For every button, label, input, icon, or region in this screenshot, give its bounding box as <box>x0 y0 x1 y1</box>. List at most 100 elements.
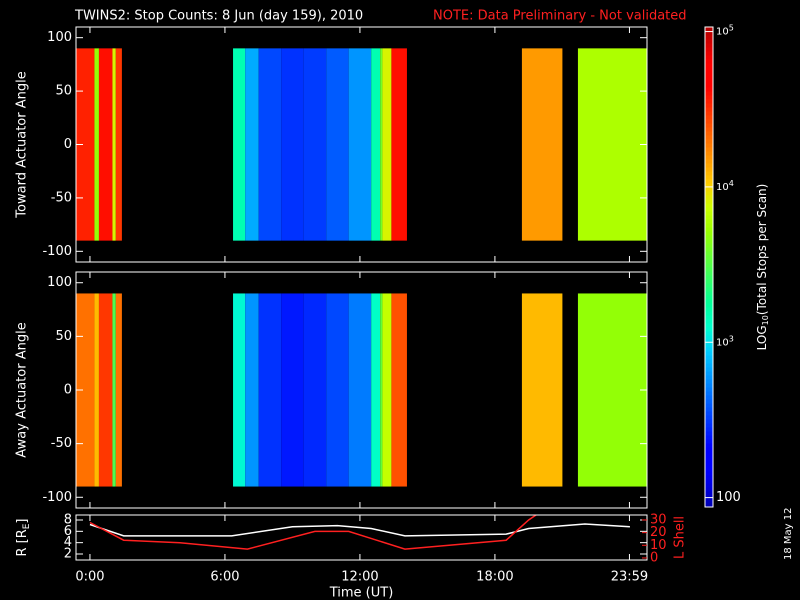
colorbar-swatch <box>705 287 713 292</box>
colorbar-swatch <box>705 359 713 364</box>
colorbar-swatch <box>705 235 713 240</box>
y-axis-label: Toward Actuator Angle <box>15 71 30 218</box>
heatmap-cell <box>76 48 95 241</box>
heatmap-cell <box>258 48 282 241</box>
heatmap-cell <box>98 48 113 241</box>
y-tick-label: 100 <box>47 30 72 45</box>
colorbar-swatch <box>705 163 713 168</box>
heatmap-cell <box>98 293 113 487</box>
colorbar-label: LOG10(Total Stops per Scan) <box>755 184 770 351</box>
colorbar-swatch <box>705 363 713 368</box>
colorbar-swatch <box>705 391 713 396</box>
colorbar-swatch <box>705 487 713 492</box>
colorbar-swatch <box>705 183 713 188</box>
y-axis-label-part: R [R <box>15 529 30 556</box>
colorbar-swatch <box>705 63 713 68</box>
colorbar-swatch <box>705 71 713 76</box>
colorbar-swatch <box>705 315 713 320</box>
colorbar-tick-label: 104 <box>716 178 734 193</box>
colorbar-swatch <box>705 159 713 164</box>
heatmap-cell <box>245 48 259 241</box>
y-tick-label: -100 <box>42 490 72 505</box>
colorbar-swatch <box>705 215 713 220</box>
colorbar-swatch <box>705 151 713 156</box>
heatmap-cell <box>391 293 407 487</box>
colorbar-tick-label-part: 10 <box>716 182 729 193</box>
colorbar-swatch <box>705 43 713 48</box>
heatmap-cell <box>382 48 392 241</box>
heatmap-cell <box>303 293 327 487</box>
colorbar-tick-label: 105 <box>716 23 734 38</box>
colorbar-swatch <box>705 407 713 412</box>
colorbar-swatch <box>705 219 713 224</box>
plot-frame <box>75 514 648 561</box>
colorbar-swatch <box>705 55 713 60</box>
colorbar-swatch <box>705 343 713 348</box>
colorbar-swatch <box>705 227 713 232</box>
colorbar-swatch <box>705 323 713 328</box>
colorbar-swatch <box>705 311 713 316</box>
y-tick-label: 100 <box>47 275 72 290</box>
heatmap-cell <box>76 293 95 487</box>
y-tick-label: 0 <box>64 383 72 398</box>
colorbar-swatch <box>705 131 713 136</box>
colorbar-swatch <box>705 79 713 84</box>
colorbar-label-part: (Total Stops per Scan) <box>755 184 769 315</box>
colorbar-swatch <box>705 147 713 152</box>
y-tick-label: 50 <box>55 84 72 99</box>
colorbar-swatch <box>705 475 713 480</box>
heatmap-cell <box>303 48 327 241</box>
colorbar-swatch <box>705 191 713 196</box>
colorbar-swatch <box>705 171 713 176</box>
y2-tick-label: 0 <box>650 550 658 565</box>
colorbar-swatch <box>705 259 713 264</box>
colorbar-swatch <box>705 395 713 400</box>
colorbar-swatch <box>705 307 713 312</box>
colorbar-swatch <box>705 431 713 436</box>
chart-title: TWINS2: Stop Counts: 8 Jun (day 159), 20… <box>74 9 363 24</box>
colorbar-swatch <box>705 135 713 140</box>
colorbar-label-part: LOG <box>755 325 769 350</box>
y-tick-label: -50 <box>51 436 72 451</box>
colorbar-swatch <box>705 275 713 280</box>
colorbar-swatch <box>705 95 713 100</box>
colorbar-swatch <box>705 167 713 172</box>
colorbar-tick-label: 103 <box>716 334 734 349</box>
colorbar-swatch <box>705 251 713 256</box>
heatmap-cell <box>112 293 116 487</box>
colorbar-swatch <box>705 75 713 80</box>
colorbar-swatch <box>705 175 713 180</box>
heatmap-cell <box>245 293 259 487</box>
colorbar-swatch <box>705 455 713 460</box>
heatmap-cell <box>380 293 383 487</box>
colorbar-tick-label: 100 <box>716 490 741 505</box>
heatmap-cell <box>348 293 372 487</box>
colorbar-swatch <box>705 127 713 132</box>
colorbar-swatch <box>705 375 713 380</box>
y-axis-label: R [RE] <box>15 518 32 556</box>
colorbar-swatch <box>705 367 713 372</box>
colorbar-swatch <box>705 187 713 192</box>
colorbar-swatch <box>705 403 713 408</box>
colorbar-swatch <box>705 303 713 308</box>
y2-tick-label: 10 <box>650 538 667 553</box>
data-line <box>89 515 538 550</box>
y-tick-label: 2 <box>64 546 72 561</box>
colorbar-tick-label-part: 4 <box>729 178 734 187</box>
colorbar-swatch <box>705 379 713 384</box>
x-axis-label: Time (UT) <box>329 586 394 600</box>
heatmap-cell <box>94 293 99 487</box>
colorbar-swatch <box>705 419 713 424</box>
colorbar-swatch <box>705 199 713 204</box>
heatmap-cell <box>112 48 116 241</box>
colorbar-swatch <box>705 139 713 144</box>
colorbar-swatch <box>705 339 713 344</box>
colorbar-swatch <box>705 107 713 112</box>
colorbar-swatch <box>705 283 713 288</box>
colorbar-swatch <box>705 479 713 484</box>
heatmap-cell <box>326 48 349 241</box>
colorbar-swatch <box>705 327 713 332</box>
colorbar-swatch <box>705 83 713 88</box>
heatmap-cell <box>371 48 381 241</box>
colorbar-swatch <box>705 27 713 32</box>
